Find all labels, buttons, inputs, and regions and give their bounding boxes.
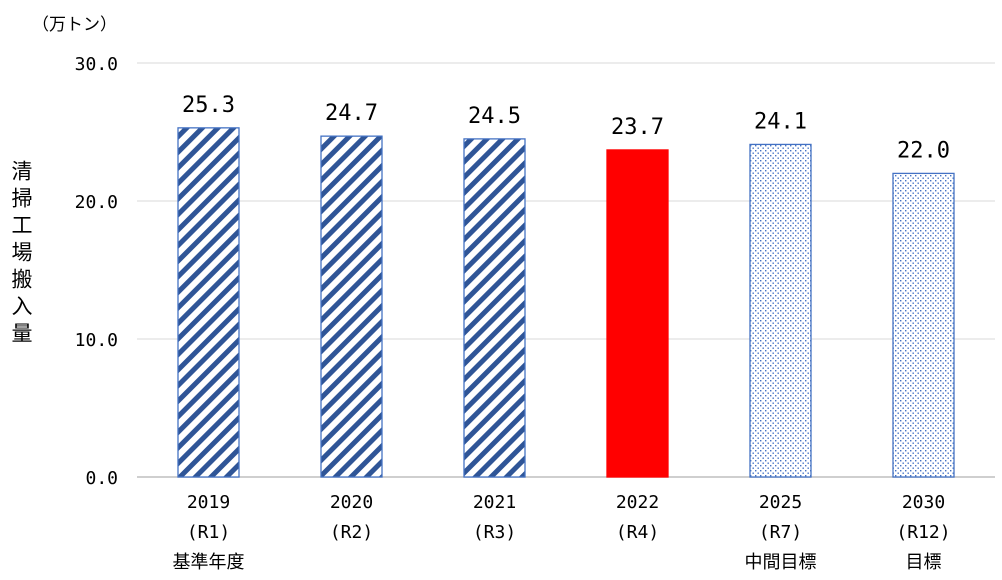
data-label-2030: 22.0: [897, 138, 950, 163]
y-axis-title: 清掃工場搬入量: [9, 160, 33, 349]
x-tick-code: (R4): [616, 522, 659, 543]
y-tick-label: 20.0: [75, 192, 118, 213]
x-tick-year: 2025: [759, 492, 802, 513]
y-tick-label: 30.0: [75, 54, 118, 75]
x-tick-code: (R3): [473, 522, 516, 543]
y-tick-label: 0.0: [85, 468, 118, 489]
data-label-2022: 23.7: [611, 115, 664, 140]
x-tick-year: 2021: [473, 492, 516, 513]
x-tick-code: (R2): [330, 522, 373, 543]
x-tick-code: (R1): [187, 522, 230, 543]
x-tick-note: 基準年度: [173, 552, 245, 573]
x-tick-year: 2020: [330, 492, 373, 513]
x-tick-note: 目標: [906, 552, 942, 573]
data-label-2021: 24.5: [468, 104, 521, 129]
bar-2021: [463, 138, 526, 478]
bar-2022: [606, 149, 669, 478]
y-tick-label: 10.0: [75, 330, 118, 351]
bar-2025: [749, 143, 812, 478]
x-tick-code: (R7): [759, 522, 802, 543]
x-tick-year: 2030: [902, 492, 945, 513]
unit-label: （万トン）: [32, 15, 117, 35]
x-tick-year: 2019: [187, 492, 230, 513]
x-tick-year: 2022: [616, 492, 659, 513]
bar-2019: [177, 127, 240, 478]
x-tick-note: 中間目標: [745, 552, 817, 573]
bar-2030: [892, 172, 955, 478]
data-label-2019: 25.3: [182, 93, 235, 118]
x-tick-code: (R12): [896, 522, 950, 543]
data-label-2020: 24.7: [325, 101, 378, 126]
data-label-2025: 24.1: [754, 109, 807, 134]
bar-2020: [320, 135, 383, 478]
